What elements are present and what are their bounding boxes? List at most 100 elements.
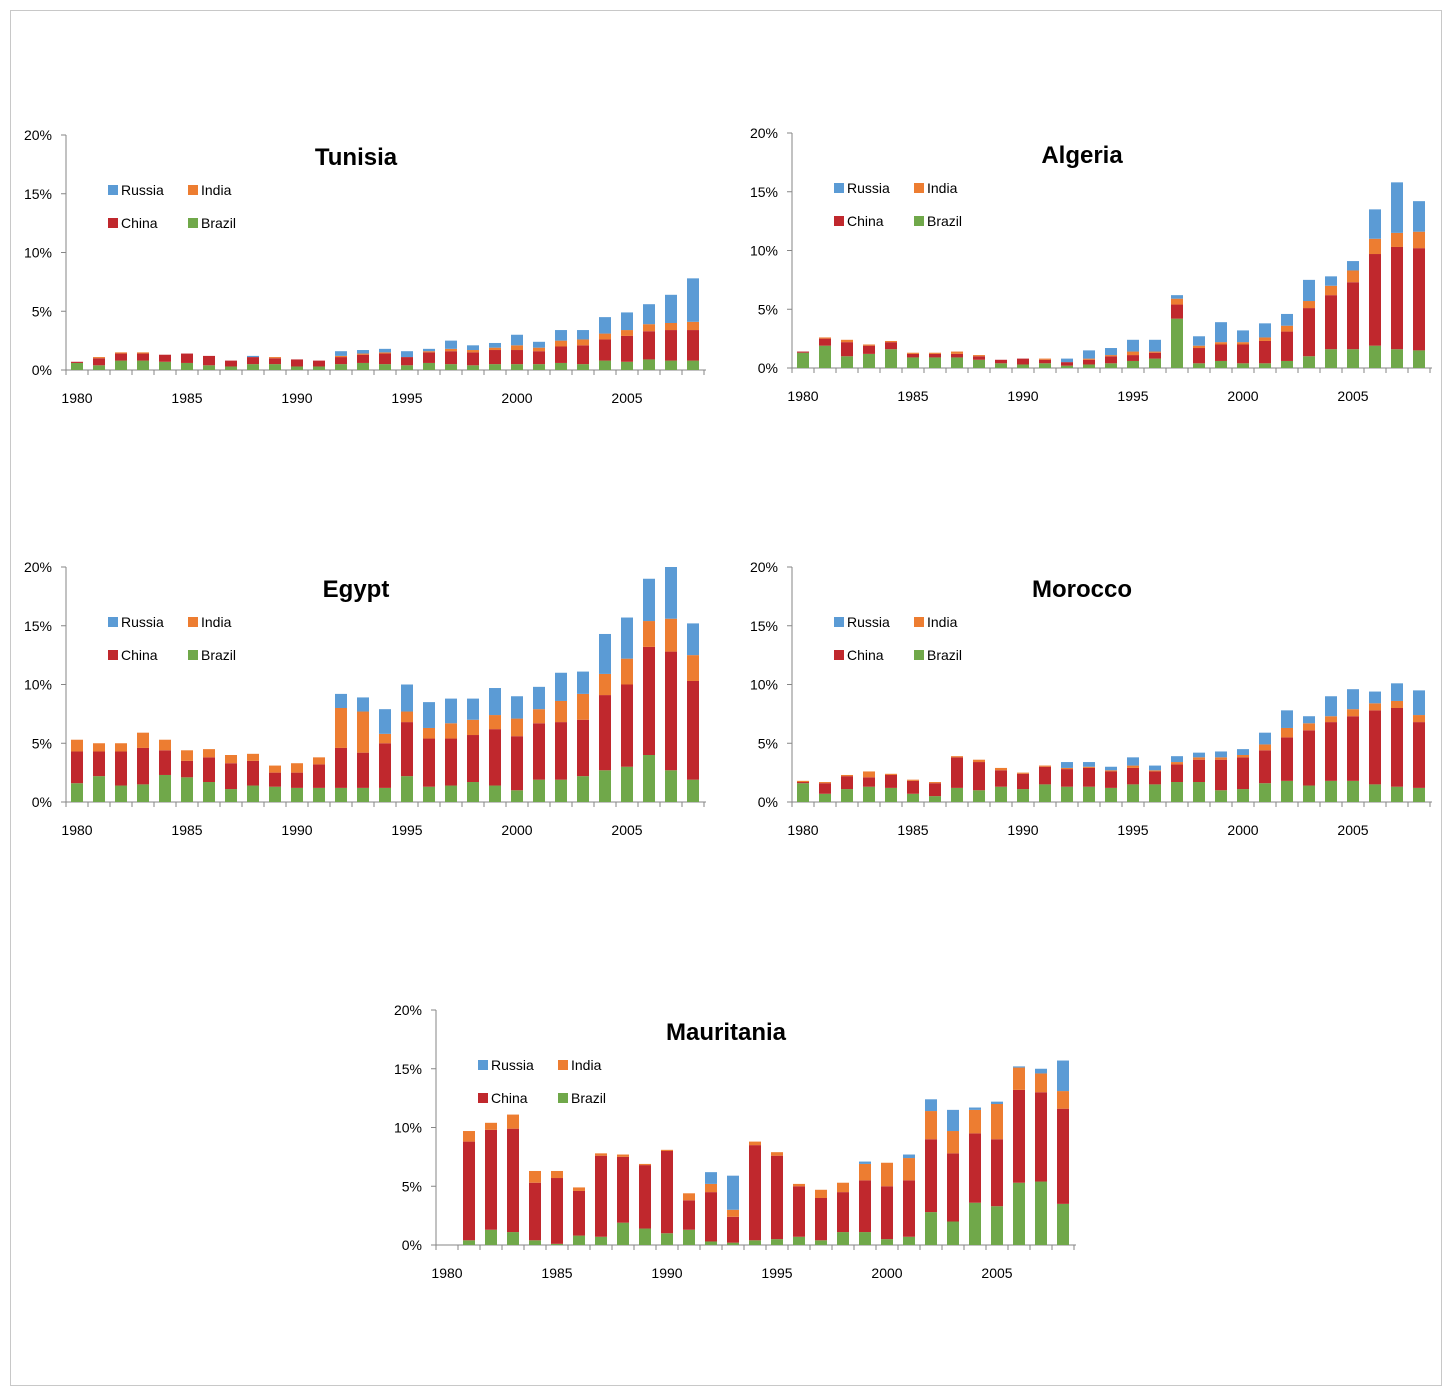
bar-brazil: [797, 352, 809, 368]
bar-russia: [445, 698, 457, 724]
bar-china: [555, 346, 567, 363]
legend-label-china: China: [491, 1090, 528, 1106]
bar-china: [529, 1182, 541, 1241]
bar-brazil: [815, 1240, 827, 1245]
bar-brazil: [357, 787, 369, 802]
bar-russia: [357, 350, 369, 354]
y-tick-label: 0%: [758, 360, 778, 376]
bar-brazil: [1193, 363, 1205, 368]
bar-brazil: [555, 362, 567, 370]
legend-swatch-india: [188, 185, 198, 195]
y-tick-label: 5%: [758, 735, 778, 751]
bar-russia: [969, 1107, 981, 1110]
legend-label-russia: Russia: [847, 614, 890, 630]
bar-india: [1013, 1067, 1025, 1090]
bar-china: [1171, 304, 1183, 319]
bar-brazil: [313, 787, 325, 802]
x-tick-label: 1980: [431, 1265, 462, 1281]
bar-china: [1057, 1108, 1069, 1204]
bar-brazil: [1083, 364, 1095, 368]
bar-brazil: [159, 774, 171, 802]
bar-brazil: [1149, 784, 1161, 802]
x-tick-label: 2000: [501, 822, 532, 838]
bar-china: [903, 1180, 915, 1237]
bar-china: [379, 743, 391, 788]
bar-russia: [621, 312, 633, 331]
bar-brazil: [181, 777, 193, 802]
bar-brazil: [1303, 785, 1315, 802]
bar-india: [93, 743, 105, 752]
chart-title: Algeria: [1041, 142, 1123, 169]
bar-china: [577, 719, 589, 777]
bar-brazil: [643, 359, 655, 370]
bar-brazil: [925, 1212, 937, 1245]
bar-india: [529, 1170, 541, 1183]
bar-china: [533, 723, 545, 780]
chart-mauritania: 0% 5% 10% 15% 20% 1980 1985 1990 1995 2000 2005 Mau…: [394, 1002, 1076, 1281]
bar-russia: [1083, 350, 1095, 359]
bar-india: [929, 352, 941, 354]
bar-brazil: [529, 1240, 541, 1245]
bar-brazil: [947, 1221, 959, 1245]
bar-brazil: [423, 362, 435, 370]
bar-china: [1347, 716, 1359, 781]
bar-brazil: [159, 361, 171, 370]
bar-china: [1105, 771, 1117, 788]
bar-china: [771, 1155, 783, 1240]
bar-india: [599, 673, 611, 696]
bar-brazil: [771, 1239, 783, 1245]
x-tick-label: 2005: [1337, 822, 1368, 838]
bar-india: [951, 756, 963, 758]
bar-brazil: [291, 787, 303, 802]
bar-brazil: [1215, 360, 1227, 368]
bar-russia: [1215, 322, 1227, 343]
bar-india: [687, 655, 699, 681]
bar-india: [1127, 351, 1139, 356]
bar-china: [793, 1186, 805, 1237]
bar-india: [621, 658, 633, 685]
bar-brazil: [639, 1228, 651, 1245]
bar-russia: [1105, 766, 1117, 771]
y-tick-label: 0%: [32, 794, 52, 810]
bar-india: [1237, 755, 1249, 758]
bar-china: [1413, 722, 1425, 788]
bar-china: [1193, 759, 1205, 783]
y-tick-label: 10%: [750, 677, 778, 693]
bar-russia: [357, 697, 369, 712]
bar-brazil: [661, 1233, 673, 1245]
bar-brazil: [1061, 365, 1073, 368]
legend-label-india: India: [571, 1057, 602, 1073]
bar-india: [1259, 744, 1271, 751]
bar-china: [1281, 737, 1293, 781]
bar-brazil: [1127, 360, 1139, 368]
y-tick-label: 15%: [750, 618, 778, 634]
bar-russia: [489, 342, 501, 348]
bar-china: [1127, 767, 1139, 785]
bar-india: [1347, 709, 1359, 717]
bar-india: [841, 339, 853, 343]
bar-india: [771, 1152, 783, 1156]
bar-india: [661, 1149, 673, 1151]
bar-india: [1325, 716, 1337, 723]
bar-russia: [379, 348, 391, 353]
legend-label-china: China: [121, 647, 158, 663]
y-tick-label: 20%: [750, 125, 778, 141]
bar-india: [1215, 757, 1227, 760]
bar-russia: [577, 330, 589, 340]
bar-brazil: [1083, 786, 1095, 802]
bar-china: [621, 335, 633, 362]
bar-china: [885, 774, 897, 788]
bar-brazil: [93, 365, 105, 370]
bar-china: [819, 783, 831, 794]
bar-brazil: [225, 789, 237, 802]
y-tick-label: 5%: [402, 1178, 422, 1194]
bar-india: [1413, 231, 1425, 249]
bar-china: [1061, 769, 1073, 787]
chart-title: Tunisia: [315, 144, 398, 171]
bar-russia: [1303, 279, 1315, 302]
bar-china: [511, 350, 523, 365]
bar-china: [291, 359, 303, 367]
y-tick-label: 20%: [394, 1002, 422, 1018]
y-tick-label: 15%: [394, 1061, 422, 1077]
bar-russia: [947, 1109, 959, 1132]
